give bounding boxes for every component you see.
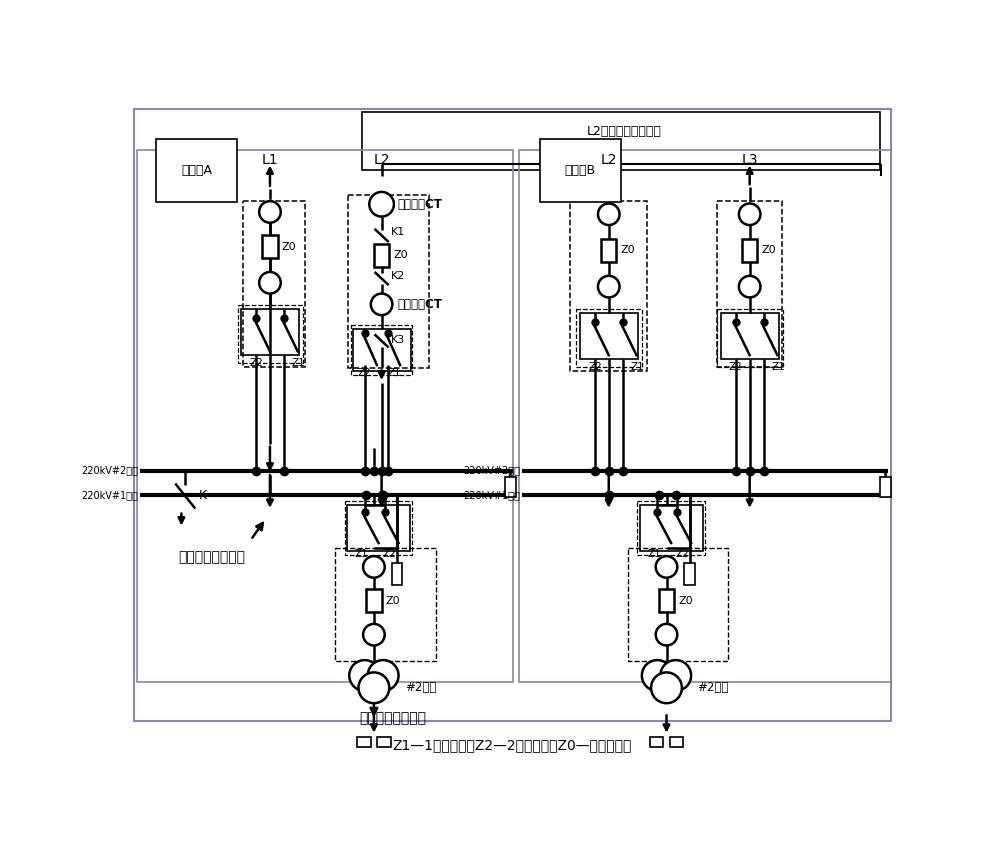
Text: L2线路纵联保护范围: L2线路纵联保护范围 bbox=[587, 126, 662, 139]
Bar bbox=[348, 195, 429, 369]
Bar bbox=[505, 477, 516, 497]
Bar bbox=[353, 329, 411, 371]
Circle shape bbox=[259, 201, 281, 222]
Text: Z1: Z1 bbox=[355, 549, 368, 559]
Text: L2: L2 bbox=[373, 153, 390, 168]
Text: L2: L2 bbox=[601, 153, 617, 168]
Bar bbox=[238, 305, 303, 363]
Text: Z2: Z2 bbox=[588, 362, 602, 372]
Bar bbox=[362, 112, 880, 169]
Bar bbox=[717, 309, 783, 367]
Bar bbox=[351, 325, 412, 375]
Bar bbox=[650, 737, 663, 747]
Bar bbox=[670, 737, 683, 747]
Circle shape bbox=[656, 624, 677, 646]
Text: 母线差动保护范围: 母线差动保护范围 bbox=[179, 550, 246, 564]
Text: K2: K2 bbox=[391, 271, 405, 280]
Text: Z1: Z1 bbox=[292, 358, 305, 368]
Text: Z1: Z1 bbox=[387, 368, 401, 378]
Bar bbox=[392, 563, 402, 585]
Bar bbox=[357, 737, 371, 747]
Circle shape bbox=[368, 660, 399, 691]
Text: Z2: Z2 bbox=[729, 362, 743, 372]
Bar bbox=[570, 201, 647, 370]
Bar bbox=[721, 313, 779, 359]
Bar bbox=[880, 477, 891, 497]
Text: Z0: Z0 bbox=[385, 596, 400, 606]
Text: Z0: Z0 bbox=[393, 250, 408, 260]
Text: 变电站A: 变电站A bbox=[181, 164, 212, 177]
Bar bbox=[262, 235, 278, 258]
Text: K1: K1 bbox=[391, 227, 405, 237]
Bar bbox=[640, 504, 703, 551]
Text: #2主变: #2主变 bbox=[405, 681, 436, 694]
Circle shape bbox=[363, 624, 385, 646]
Text: Z2: Z2 bbox=[358, 368, 372, 378]
Circle shape bbox=[369, 192, 394, 216]
Text: Z2: Z2 bbox=[249, 358, 263, 368]
Text: Z2: Z2 bbox=[382, 549, 396, 559]
Text: Z0: Z0 bbox=[678, 596, 693, 606]
Bar bbox=[137, 150, 512, 681]
Text: #2主变: #2主变 bbox=[697, 681, 729, 694]
Bar bbox=[628, 548, 728, 661]
Bar bbox=[377, 737, 391, 747]
Bar bbox=[347, 504, 410, 551]
Circle shape bbox=[642, 660, 673, 691]
Text: 220kV#2母线: 220kV#2母线 bbox=[81, 466, 138, 475]
Bar bbox=[659, 589, 674, 612]
Text: 220kV#1母线: 220kV#1母线 bbox=[81, 490, 138, 500]
Bar bbox=[366, 589, 382, 612]
Text: 母线保护CT: 母线保护CT bbox=[397, 198, 442, 210]
Circle shape bbox=[363, 556, 385, 578]
Bar bbox=[717, 201, 782, 367]
Text: K3: K3 bbox=[391, 335, 405, 345]
Bar bbox=[243, 201, 305, 367]
Circle shape bbox=[651, 672, 682, 703]
Text: L1: L1 bbox=[262, 153, 278, 168]
Bar bbox=[335, 548, 436, 661]
Circle shape bbox=[358, 672, 389, 703]
Bar bbox=[637, 501, 705, 555]
Text: 主变差动保护范围: 主变差动保护范围 bbox=[360, 711, 427, 726]
Bar bbox=[519, 150, 891, 681]
Text: Z2: Z2 bbox=[675, 549, 689, 559]
Text: K: K bbox=[199, 489, 207, 502]
Circle shape bbox=[739, 203, 760, 225]
Bar bbox=[345, 501, 412, 555]
Bar bbox=[241, 309, 299, 355]
Circle shape bbox=[371, 293, 392, 315]
Bar bbox=[580, 313, 638, 359]
Bar bbox=[684, 563, 695, 585]
Circle shape bbox=[598, 276, 620, 298]
Circle shape bbox=[259, 272, 281, 293]
Text: 220kV#2母线: 220kV#2母线 bbox=[463, 466, 520, 475]
Text: 变电站B: 变电站B bbox=[565, 164, 596, 177]
Circle shape bbox=[349, 660, 380, 691]
Bar bbox=[742, 239, 757, 262]
Text: Z0: Z0 bbox=[282, 242, 296, 251]
Text: Z1: Z1 bbox=[647, 549, 661, 559]
Bar bbox=[374, 244, 389, 267]
Circle shape bbox=[656, 556, 677, 578]
Text: Z0: Z0 bbox=[761, 245, 776, 256]
Bar bbox=[576, 309, 642, 367]
Circle shape bbox=[739, 276, 760, 298]
Circle shape bbox=[660, 660, 691, 691]
Text: Z1—1刀闸气室；Z2—2刀闸气室；Z0—断路器气室: Z1—1刀闸气室；Z2—2刀闸气室；Z0—断路器气室 bbox=[393, 739, 632, 752]
Text: L3: L3 bbox=[741, 153, 758, 168]
Bar bbox=[601, 239, 616, 262]
Text: Z1: Z1 bbox=[630, 362, 644, 372]
Text: 220kV#1母线: 220kV#1母线 bbox=[463, 490, 520, 500]
Circle shape bbox=[598, 203, 620, 225]
Text: Z1: Z1 bbox=[771, 362, 785, 372]
Text: Z0: Z0 bbox=[620, 245, 635, 256]
Text: 线路保护CT: 线路保护CT bbox=[397, 298, 442, 311]
